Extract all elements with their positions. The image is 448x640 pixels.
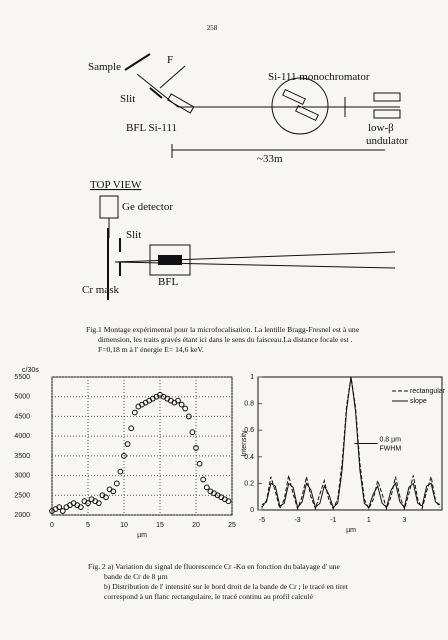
point — [77, 504, 84, 511]
label: Cr mask — [82, 284, 119, 296]
caption: b) Distribution de l' intensité sur le b… — [104, 582, 349, 591]
y-tick-label: 0.2 — [244, 480, 254, 487]
x-tick-label: 25 — [228, 522, 236, 529]
legend-label: slope — [410, 398, 427, 405]
series-line — [261, 376, 441, 509]
point — [200, 476, 207, 483]
undulator-magnets — [373, 109, 401, 119]
point — [131, 409, 138, 416]
label: Slit — [120, 93, 135, 105]
y-tick-label: 4000 — [14, 433, 30, 440]
figure1-diagram — [124, 53, 401, 158]
y-tick-label: 3000 — [14, 473, 30, 480]
caption: dimension, les traits gravés étant ici d… — [98, 335, 353, 344]
point — [124, 441, 131, 447]
x-tick-label: -5 — [259, 517, 265, 524]
beam — [114, 251, 396, 263]
y-tick-label: 0.6 — [244, 427, 254, 434]
caption: Fig. 2 a) Variation du signal de fluores… — [88, 562, 341, 571]
annotation: FWHM — [379, 446, 401, 453]
label: undulator — [366, 135, 408, 147]
point — [113, 480, 120, 487]
mono-circle — [271, 77, 329, 135]
point — [175, 397, 181, 404]
plot-frame — [51, 376, 233, 516]
y-tick-label: 2500 — [14, 492, 30, 499]
caption: bande de Cr de 8 µm — [104, 572, 168, 581]
y-axis-label: Intensity — [241, 430, 248, 457]
point — [185, 413, 192, 420]
x-tick-label: 15 — [156, 522, 164, 529]
point — [196, 460, 203, 467]
y-tick-label: 5000 — [14, 394, 30, 401]
caption: correspond à un flanc rectangulaire, le … — [104, 592, 314, 601]
caption: Fig.1 Montage expérimental pour la micro… — [86, 325, 360, 334]
label: Ge detector — [122, 201, 173, 213]
label: BFL Si-111 — [126, 122, 177, 134]
point — [193, 445, 199, 451]
slit — [149, 87, 163, 99]
crystal — [282, 88, 306, 106]
beam — [114, 261, 396, 269]
x-tick-label: -1 — [330, 517, 336, 524]
bfl — [167, 93, 195, 114]
y-tick-label: 0.8 — [244, 401, 254, 408]
label: Sample — [88, 61, 121, 73]
y-axis-label: c/30s — [22, 367, 39, 374]
point — [178, 401, 185, 408]
x-tick-label: 1 — [367, 517, 371, 524]
point — [182, 405, 189, 412]
label: F — [167, 54, 173, 66]
x-axis-label: µm — [137, 532, 147, 539]
point — [85, 500, 91, 507]
x-tick-label: 10 — [120, 522, 128, 529]
x-tick-label: 20 — [192, 522, 200, 529]
y-tick-label: 2000 — [14, 512, 30, 519]
detector — [99, 195, 119, 219]
bfl-box — [149, 244, 191, 276]
sample — [124, 53, 151, 71]
point — [103, 494, 109, 501]
label: TOP VIEW — [90, 179, 142, 191]
page-number: 258 — [207, 24, 218, 32]
plot-frame — [257, 376, 443, 511]
label: low-β — [368, 122, 394, 134]
x-tick-label: 3 — [402, 517, 406, 524]
point — [128, 425, 135, 432]
point — [189, 429, 196, 436]
y-tick-label: 3500 — [14, 453, 30, 460]
y-tick-label: 0 — [250, 507, 254, 514]
y-tick-label: 5500 — [14, 374, 30, 381]
series-line — [261, 376, 441, 511]
point — [117, 468, 124, 475]
x-tick-label: -3 — [294, 517, 300, 524]
point — [203, 484, 210, 491]
x-tick-label: 5 — [86, 522, 90, 529]
y-tick-label: 1 — [250, 374, 254, 381]
legend-label: rectangular — [410, 388, 446, 395]
point — [59, 508, 66, 514]
point — [56, 504, 63, 511]
label: BFL — [158, 276, 178, 288]
point — [121, 452, 127, 459]
top-view-diagram — [99, 195, 396, 300]
annotation: 0.8 µm — [379, 437, 401, 444]
label: ~33m — [257, 153, 283, 165]
y-tick-label: 4500 — [14, 413, 30, 420]
crystal — [295, 104, 319, 122]
point — [225, 498, 232, 505]
label: Si-111 monochromator — [268, 71, 370, 83]
x-axis-label: µm — [346, 527, 356, 534]
focal-arrow — [159, 65, 186, 89]
x-tick-label: 0 — [50, 522, 54, 529]
label: Slit — [126, 229, 141, 241]
caption: F=0,18 m à l' énergie E= 14,6 keV. — [98, 345, 204, 354]
undulator-magnets — [373, 92, 401, 102]
y-tick-label: 0.4 — [244, 454, 254, 461]
point — [95, 500, 102, 507]
point — [110, 488, 117, 495]
